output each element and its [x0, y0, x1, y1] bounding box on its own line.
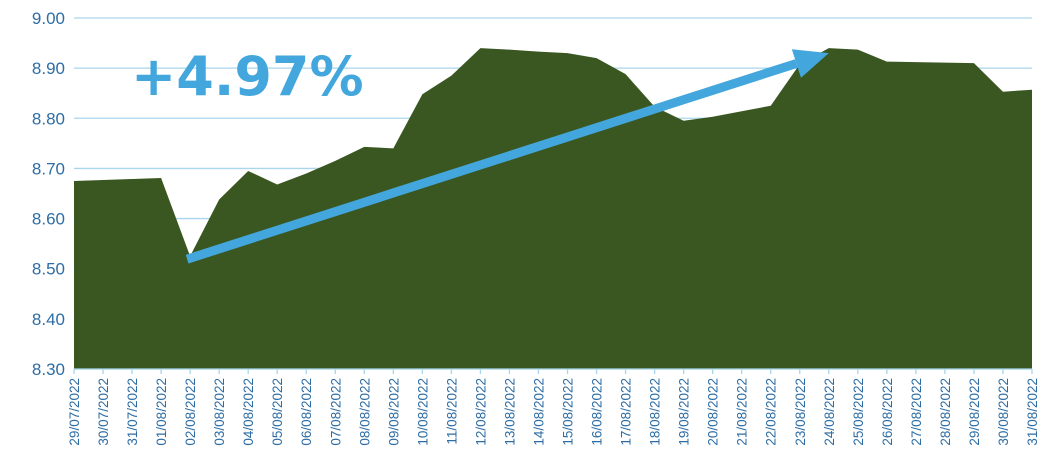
x-tick-label: 30/07/2022: [96, 378, 111, 446]
x-tick-label: 29/08/2022: [967, 378, 982, 446]
y-axis: 8.30 8.40 8.50 8.60 8.70 8.80 8.90 9.00: [32, 9, 65, 379]
x-tick-label: 07/08/2022: [328, 378, 343, 446]
x-tick-label: 12/08/2022: [473, 378, 488, 446]
y-tick-label: 8.60: [32, 210, 65, 229]
x-tick-label: 06/08/2022: [299, 378, 314, 446]
y-tick-label: 8.70: [32, 159, 65, 178]
y-tick-label: 8.80: [32, 109, 65, 128]
x-tick-label: 20/08/2022: [706, 378, 721, 446]
y-tick-label: 8.30: [32, 360, 65, 379]
x-tick-label: 04/08/2022: [241, 378, 256, 446]
x-tick-label: 28/08/2022: [938, 378, 953, 446]
x-tick-label: 30/08/2022: [996, 378, 1011, 446]
x-tick-label: 19/08/2022: [677, 378, 692, 446]
trend-arrow-head: [791, 49, 829, 78]
x-tick-label: 14/08/2022: [531, 378, 546, 446]
trend-arrow: [185, 49, 829, 264]
x-tick-label: 24/08/2022: [822, 378, 837, 446]
x-tick-label: 26/08/2022: [880, 378, 895, 446]
y-tick-label: 9.00: [32, 9, 65, 28]
x-tick-label: 16/08/2022: [590, 378, 605, 446]
x-tick-label: 31/07/2022: [125, 378, 140, 446]
y-tick-label: 8.40: [32, 310, 65, 329]
x-tick-label: 21/08/2022: [735, 378, 750, 446]
x-tick-label: 01/08/2022: [154, 378, 169, 446]
x-tick-label: 11/08/2022: [444, 378, 459, 445]
x-tick-label: 29/07/2022: [67, 378, 82, 446]
x-tick-label: 05/08/2022: [270, 378, 285, 446]
trend-arrow-shaft: [185, 59, 798, 264]
x-tick-label: 17/08/2022: [619, 378, 634, 446]
x-tick-label: 18/08/2022: [648, 378, 663, 446]
percent-change-label: +4.97%: [131, 45, 364, 108]
x-tick-label: 15/08/2022: [561, 378, 576, 446]
x-tick-label: 25/08/2022: [851, 378, 866, 446]
x-tick-label: 31/08/2022: [1025, 378, 1040, 446]
x-tick-label: 08/08/2022: [357, 378, 372, 446]
series-area: [74, 48, 1032, 370]
x-tick-label: 23/08/2022: [793, 378, 808, 446]
y-tick-label: 8.50: [32, 260, 65, 279]
x-axis: 29/07/2022 30/07/2022 31/07/2022 01/08/2022…: [67, 368, 1040, 446]
y-tick-label: 8.90: [32, 59, 65, 78]
x-tick-label: 13/08/2022: [502, 378, 517, 446]
x-tick-label: 22/08/2022: [764, 378, 779, 446]
x-tick-label: 27/08/2022: [909, 378, 924, 446]
x-tick-label: 03/08/2022: [212, 378, 227, 446]
x-tick-label: 09/08/2022: [386, 378, 401, 446]
x-tick-label: 10/08/2022: [415, 378, 430, 446]
x-tick-label: 02/08/2022: [183, 378, 198, 446]
